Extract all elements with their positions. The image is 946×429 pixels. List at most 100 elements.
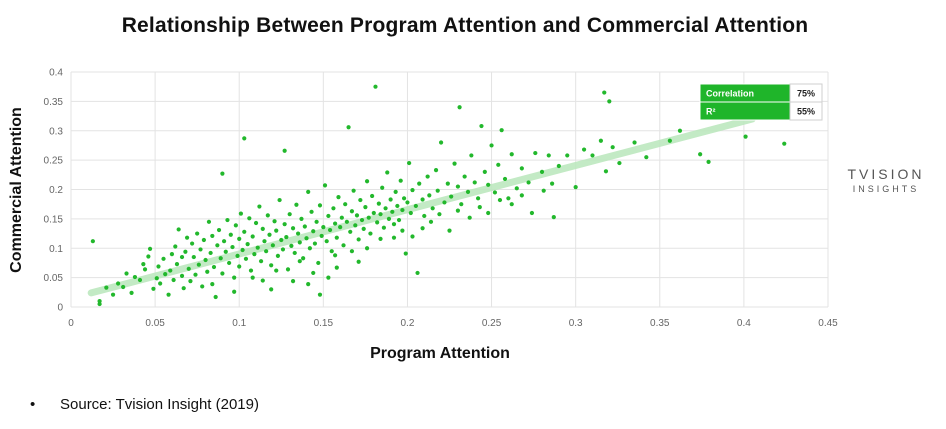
data-point [380, 185, 385, 190]
data-point [186, 266, 191, 271]
data-point [235, 253, 240, 258]
data-point [294, 202, 299, 207]
data-point [610, 145, 615, 150]
data-point [381, 225, 386, 230]
data-point [509, 202, 514, 207]
data-point [302, 224, 307, 229]
x-tick-label: 0.15 [314, 318, 334, 329]
data-point [237, 264, 242, 269]
data-point [253, 220, 259, 226]
data-point [617, 160, 622, 166]
data-point [452, 161, 457, 166]
stats-label: R² [706, 107, 716, 117]
data-point [237, 236, 242, 241]
data-point [210, 233, 215, 239]
data-point [539, 169, 545, 174]
data-point [242, 136, 247, 141]
data-point [132, 274, 138, 280]
data-point [541, 188, 546, 193]
y-tick-label: 0.05 [44, 273, 64, 284]
x-tick-label: 0.2 [400, 318, 414, 329]
data-point [349, 249, 355, 254]
brand-subtitle: INSIGHTS [852, 184, 920, 194]
data-point [110, 292, 116, 297]
data-point [573, 185, 578, 190]
data-point [154, 276, 159, 281]
data-point [158, 281, 163, 286]
data-point [221, 239, 227, 244]
data-point [743, 134, 748, 139]
data-point [368, 231, 373, 236]
data-point [514, 186, 519, 191]
data-point [198, 247, 203, 252]
data-point [191, 254, 196, 260]
data-point [472, 180, 477, 185]
data-point [420, 197, 425, 202]
data-point [632, 140, 637, 145]
data-point [353, 223, 358, 228]
data-point [319, 233, 324, 239]
data-point [206, 219, 212, 224]
data-point [590, 153, 595, 158]
bullet-icon: • [30, 396, 36, 413]
data-point [349, 209, 355, 214]
data-point [415, 270, 420, 276]
data-point [430, 206, 435, 211]
data-point [581, 147, 587, 152]
data-point [267, 232, 272, 237]
data-point [479, 123, 484, 129]
data-point [607, 99, 612, 104]
data-point [391, 222, 397, 227]
data-point [400, 207, 405, 213]
chart-title: Relationship Between Program Attention a… [121, 14, 809, 37]
data-point [556, 163, 561, 169]
data-point [211, 264, 217, 270]
data-point [282, 148, 287, 153]
data-point [184, 235, 190, 240]
data-point [260, 226, 265, 231]
data-point [142, 267, 148, 272]
data-point [403, 251, 408, 256]
data-point [129, 290, 134, 295]
data-point [233, 223, 238, 228]
data-point [492, 190, 498, 195]
data-point [297, 240, 302, 245]
data-point [442, 200, 447, 205]
data-point [176, 227, 181, 232]
data-point [317, 203, 323, 208]
brand-name: TVISION [847, 166, 925, 182]
data-point [438, 140, 444, 145]
data-point [519, 193, 524, 198]
data-point [413, 203, 418, 209]
data-point [667, 138, 672, 143]
data-point [321, 225, 326, 230]
data-point [289, 243, 294, 248]
tvision-logo: TVISION INSIGHTS [832, 166, 940, 194]
data-point [116, 281, 121, 286]
data-point [425, 174, 430, 179]
data-point [496, 162, 501, 167]
y-tick-label: 0.4 [49, 68, 63, 79]
data-point [205, 269, 210, 274]
data-point [181, 286, 186, 291]
data-point [309, 209, 314, 214]
x-tick-label: 0.1 [232, 318, 246, 329]
data-point [338, 225, 343, 230]
data-point [292, 250, 297, 256]
x-axis-label: Program Attention [370, 345, 510, 362]
data-point [183, 249, 188, 254]
data-point [435, 188, 440, 193]
data-point [171, 277, 176, 283]
data-point [228, 232, 233, 237]
data-point [359, 217, 365, 223]
x-tick-label: 0.4 [737, 318, 751, 329]
x-tick-label: 0.25 [482, 318, 502, 329]
data-point [356, 237, 361, 242]
data-point [339, 215, 344, 220]
y-tick-label: 0.15 [44, 214, 64, 225]
data-point [698, 152, 703, 157]
x-tick-label: 0.45 [818, 318, 838, 329]
data-point [272, 219, 277, 224]
data-point [378, 212, 383, 217]
